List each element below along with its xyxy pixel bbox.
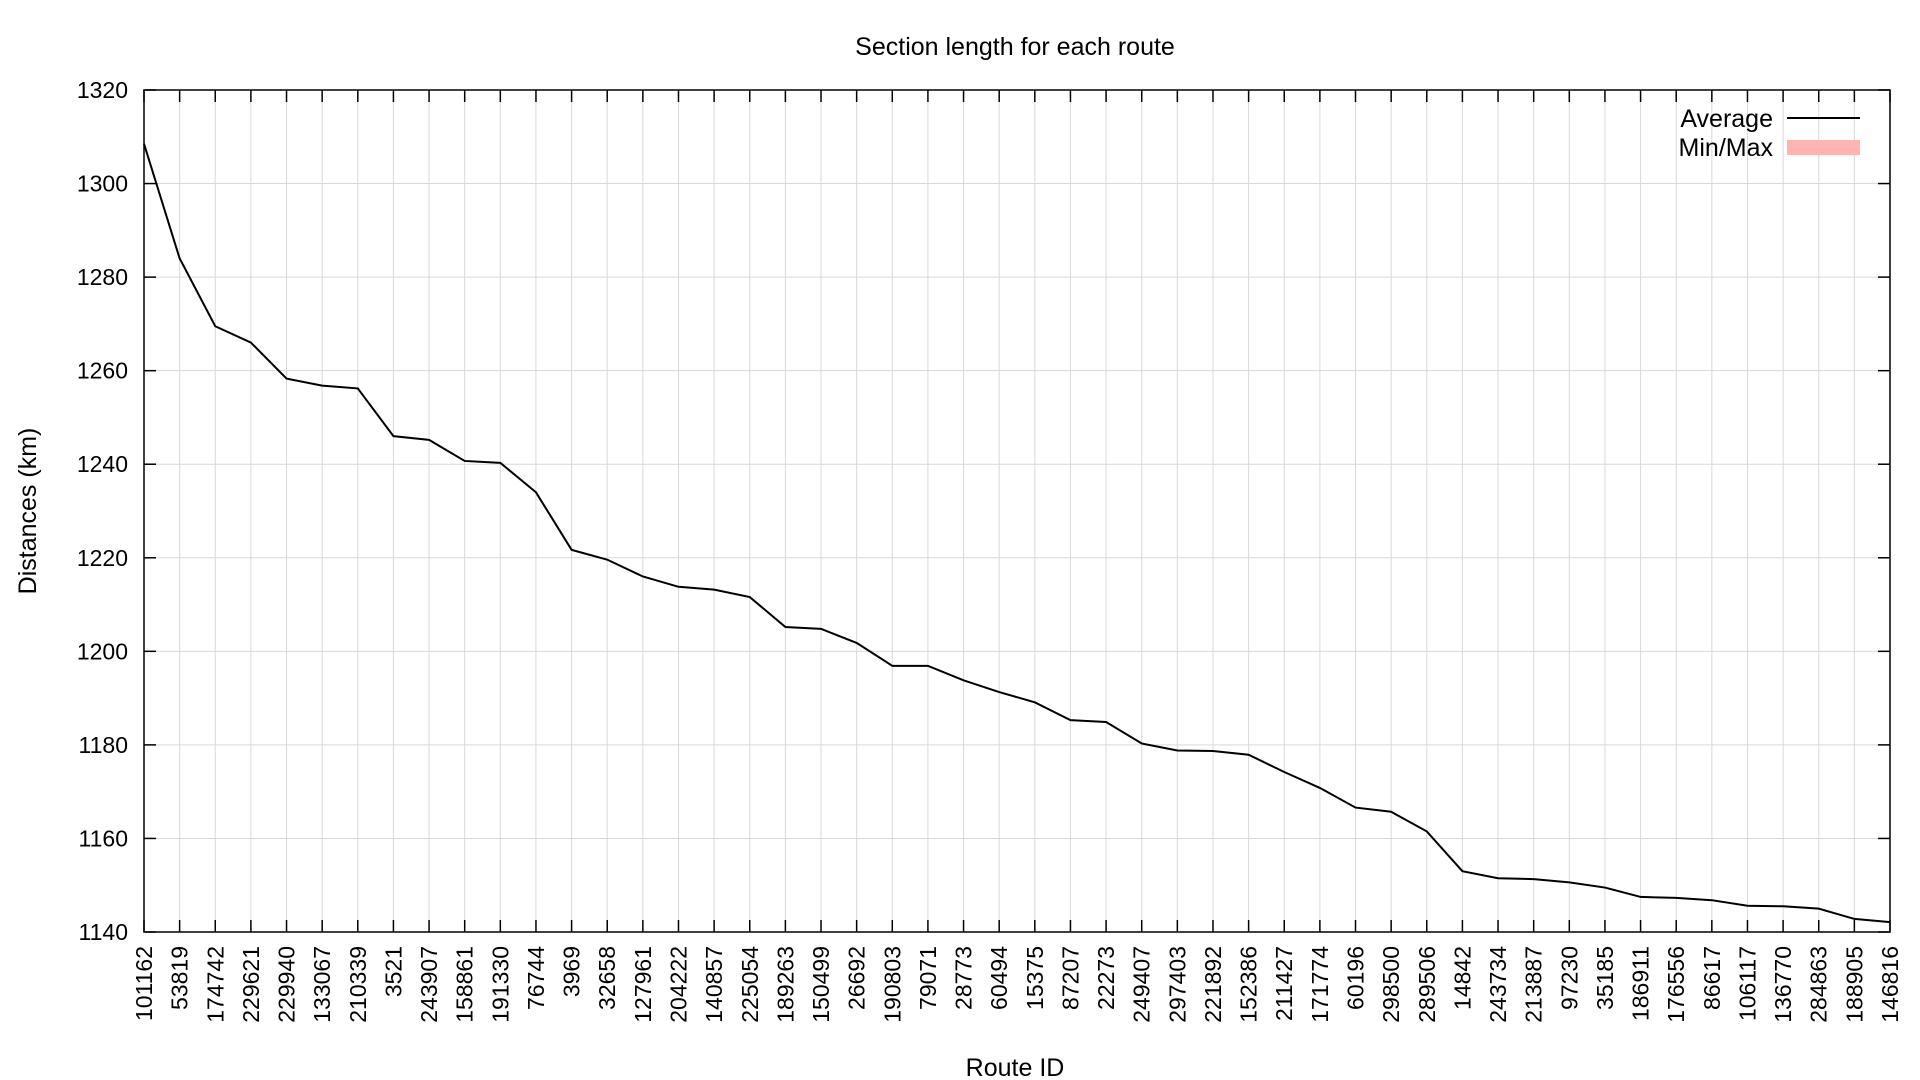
x-axis-title: Route ID bbox=[966, 1054, 1065, 1080]
x-tick-label: 3521 bbox=[380, 946, 406, 997]
x-tick-label: 243907 bbox=[416, 946, 442, 1023]
x-tick-label: 97230 bbox=[1556, 946, 1582, 1010]
x-tick-label: 249407 bbox=[1129, 946, 1155, 1023]
y-tick-label: 1200 bbox=[77, 638, 128, 664]
x-tick-label: 191330 bbox=[487, 946, 513, 1023]
x-tick-label: 35185 bbox=[1592, 946, 1618, 1010]
x-tick-label: 176556 bbox=[1663, 946, 1689, 1023]
y-tick-label: 1220 bbox=[77, 545, 128, 571]
x-tick-label: 284863 bbox=[1806, 946, 1832, 1023]
x-tick-label: 211427 bbox=[1271, 946, 1297, 1021]
x-tick-label: 289506 bbox=[1414, 946, 1440, 1023]
x-tick-label: 225054 bbox=[737, 946, 763, 1023]
x-tick-label: 133067 bbox=[309, 946, 335, 1023]
x-tick-label: 3969 bbox=[559, 946, 585, 997]
x-tick-label: 189263 bbox=[772, 946, 798, 1023]
y-tick-label: 1260 bbox=[77, 358, 128, 384]
x-tick-label: 79071 bbox=[915, 946, 941, 1010]
y-axis-title: Distances (km) bbox=[14, 428, 42, 595]
y-tick-label: 1140 bbox=[79, 919, 128, 945]
x-tick-label: 140857 bbox=[701, 946, 727, 1023]
x-tick-label: 87207 bbox=[1057, 946, 1083, 1010]
x-tick-label: 152386 bbox=[1236, 946, 1262, 1023]
y-tick-label: 1300 bbox=[77, 171, 128, 197]
x-tick-label: 213887 bbox=[1521, 946, 1547, 1023]
x-tick-label: 229940 bbox=[274, 946, 300, 1023]
legend: Average Min/Max bbox=[1679, 105, 1860, 162]
x-tick-label: 297403 bbox=[1164, 946, 1190, 1023]
x-tick-label: 298500 bbox=[1378, 946, 1404, 1023]
x-tick-label: 204222 bbox=[665, 946, 691, 1023]
x-tick-label: 22273 bbox=[1093, 946, 1119, 1010]
x-tick-label: 146816 bbox=[1877, 946, 1903, 1023]
y-tick-labels: 1140 1160 1180 1200 1220 1240 1260 1280 1300 1320 bbox=[77, 77, 128, 945]
x-tick-label: 127961 bbox=[630, 946, 656, 1023]
x-tick-label: 32658 bbox=[594, 946, 620, 1010]
x-tick-label: 150499 bbox=[808, 946, 834, 1023]
series-layer bbox=[143, 143, 1891, 924]
y-tick-label: 1280 bbox=[77, 264, 128, 290]
x-tick-label: 171774 bbox=[1307, 946, 1333, 1023]
x-tick-label: 28773 bbox=[951, 946, 977, 1010]
x-tick-label: 136770 bbox=[1770, 946, 1796, 1023]
x-tick-label: 60196 bbox=[1343, 946, 1369, 1010]
x-tick-label: 190803 bbox=[879, 946, 905, 1023]
x-tick-label: 15375 bbox=[1022, 946, 1048, 1010]
series-line-average bbox=[143, 143, 1891, 924]
x-tick-label: 53819 bbox=[167, 946, 193, 1010]
x-tick-label: 60494 bbox=[986, 946, 1012, 1010]
y-tick-label: 1160 bbox=[79, 825, 128, 851]
x-tick-label: 188905 bbox=[1841, 946, 1867, 1023]
x-tick-label: 26692 bbox=[844, 946, 870, 1010]
x-tick-label: 76744 bbox=[523, 946, 549, 1010]
x-tick-label: 186911 bbox=[1628, 946, 1654, 1021]
x-tick-labels: 101162 53819 174742 229621 229940 133067 21033… bbox=[131, 946, 1903, 1023]
x-tick-label: 158861 bbox=[452, 946, 478, 1023]
chart-title: Section length for each route bbox=[855, 33, 1175, 61]
y-tick-label: 1240 bbox=[77, 451, 128, 477]
legend-label-minmax: Min/Max bbox=[1679, 134, 1774, 162]
tick-layer bbox=[143, 89, 1891, 933]
x-tick-label: 210339 bbox=[345, 946, 371, 1023]
grid-layer bbox=[143, 89, 1891, 933]
y-tick-label: 1180 bbox=[79, 732, 128, 758]
legend-label-average: Average bbox=[1680, 105, 1773, 133]
x-tick-label: 221892 bbox=[1200, 946, 1226, 1023]
x-tick-label: 243734 bbox=[1485, 946, 1511, 1023]
x-tick-label: 86617 bbox=[1699, 946, 1725, 1010]
x-tick-label: 229621 bbox=[238, 946, 264, 1023]
x-tick-label: 14842 bbox=[1449, 946, 1475, 1010]
x-tick-label: 106117 bbox=[1734, 946, 1760, 1021]
x-tick-label: 101162 bbox=[131, 946, 157, 1021]
legend-swatch-minmax bbox=[1787, 140, 1860, 155]
x-tick-label: 174742 bbox=[202, 946, 228, 1023]
plot-frame bbox=[143, 89, 1891, 933]
y-tick-label: 1320 bbox=[77, 77, 128, 103]
